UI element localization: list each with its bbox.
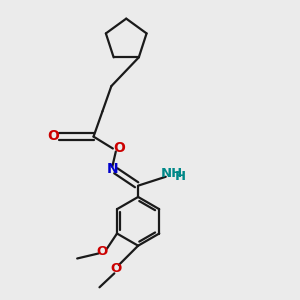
Text: O: O <box>113 141 125 154</box>
Text: N: N <box>107 162 119 176</box>
Text: NH: NH <box>160 167 183 180</box>
Text: O: O <box>97 244 108 258</box>
Text: O: O <box>110 262 122 275</box>
Text: H: H <box>175 170 186 183</box>
Text: O: O <box>47 129 59 143</box>
